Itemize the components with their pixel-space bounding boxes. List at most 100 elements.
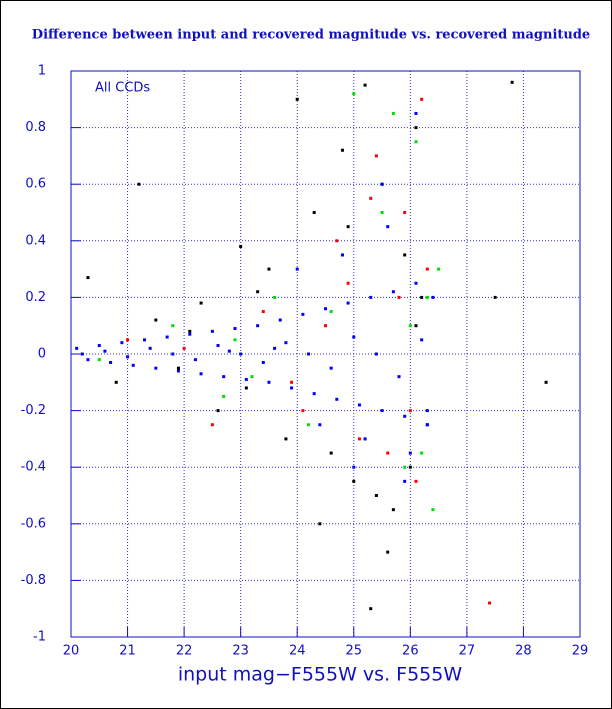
point xyxy=(414,281,418,285)
point xyxy=(261,310,265,314)
y-tick-label: 1 xyxy=(38,64,46,79)
point xyxy=(380,211,384,214)
point xyxy=(386,550,390,554)
point xyxy=(284,437,288,441)
point xyxy=(86,358,90,362)
point xyxy=(301,312,305,316)
point xyxy=(290,386,294,390)
point xyxy=(414,140,418,144)
point xyxy=(403,479,407,483)
point xyxy=(171,352,175,356)
point xyxy=(340,148,344,152)
point xyxy=(256,324,260,328)
point xyxy=(154,318,158,322)
point xyxy=(352,335,356,339)
plot-frame xyxy=(70,70,581,638)
point xyxy=(420,451,424,455)
point xyxy=(329,310,333,314)
point xyxy=(493,295,497,299)
point xyxy=(176,369,180,373)
x-tick-label: 27 xyxy=(459,644,476,659)
point xyxy=(397,295,401,299)
point xyxy=(363,437,367,441)
point xyxy=(380,409,384,413)
point xyxy=(199,372,203,376)
point xyxy=(239,244,243,248)
point xyxy=(403,253,407,257)
point xyxy=(318,423,322,427)
point xyxy=(143,338,147,342)
point xyxy=(250,375,254,379)
point xyxy=(295,97,299,101)
point xyxy=(346,225,350,229)
point xyxy=(131,363,135,367)
point xyxy=(97,358,101,362)
point xyxy=(408,409,412,413)
point xyxy=(210,423,214,427)
point xyxy=(357,403,361,407)
y-tick-label: 0.2 xyxy=(25,290,46,305)
point xyxy=(329,366,333,370)
point xyxy=(199,301,203,305)
point xyxy=(290,380,294,384)
point xyxy=(414,111,418,115)
y-tick-label: 0 xyxy=(38,347,46,362)
point xyxy=(369,196,373,200)
point xyxy=(352,92,356,96)
point xyxy=(278,318,282,322)
point xyxy=(244,377,248,381)
point xyxy=(126,355,130,359)
point xyxy=(114,380,118,384)
point xyxy=(148,346,152,350)
chart-title: Difference between input and recovered m… xyxy=(32,28,590,43)
point xyxy=(273,346,277,350)
point xyxy=(374,352,378,356)
point xyxy=(233,327,237,331)
point xyxy=(188,332,192,336)
point xyxy=(335,239,339,243)
point xyxy=(374,154,378,158)
point xyxy=(267,267,271,271)
y-tick-label: -1 xyxy=(33,630,46,645)
point xyxy=(425,267,429,271)
point xyxy=(126,338,130,342)
point xyxy=(188,329,192,333)
point xyxy=(329,451,333,455)
point xyxy=(137,182,141,186)
x-axis-label: input mag−F555W vs. F555W xyxy=(178,664,462,686)
x-tick-label: 23 xyxy=(232,644,249,659)
point xyxy=(431,508,435,512)
y-tick-label: -0.2 xyxy=(21,403,46,418)
point xyxy=(193,358,197,362)
point xyxy=(425,295,429,299)
point xyxy=(267,380,271,384)
point xyxy=(120,341,124,345)
point xyxy=(216,409,220,413)
point xyxy=(408,324,412,328)
point xyxy=(307,352,311,356)
point xyxy=(403,465,407,469)
point xyxy=(312,211,316,214)
point xyxy=(420,295,424,299)
point xyxy=(431,295,435,299)
point xyxy=(335,397,339,401)
point xyxy=(233,338,237,342)
point xyxy=(414,126,418,130)
point xyxy=(544,380,548,384)
point xyxy=(324,324,327,328)
point xyxy=(403,211,407,214)
point xyxy=(408,451,412,455)
point xyxy=(510,80,514,84)
x-tick-label: 25 xyxy=(346,644,363,659)
x-tick-label: 20 xyxy=(63,644,80,659)
point xyxy=(222,375,226,379)
point xyxy=(256,290,260,294)
y-tick-label: -0.8 xyxy=(21,573,46,588)
point xyxy=(261,360,265,364)
point xyxy=(414,479,418,483)
point xyxy=(391,111,395,115)
point xyxy=(222,394,226,398)
point xyxy=(403,414,407,418)
point xyxy=(369,607,373,611)
point xyxy=(284,341,288,345)
